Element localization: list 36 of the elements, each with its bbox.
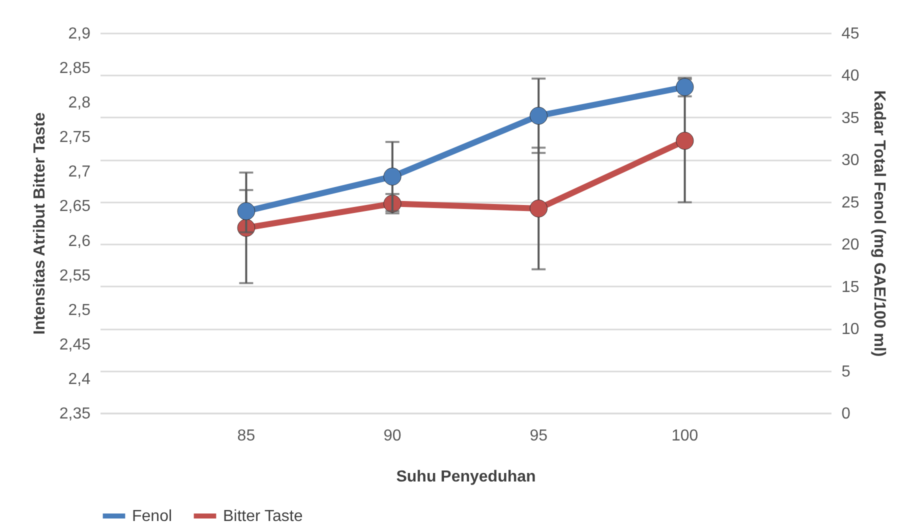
y2-tick-label: 45 [842, 26, 860, 42]
y2-tick-label: 25 [842, 194, 860, 212]
x-tick-label: 90 [384, 428, 402, 444]
y2-tick-label: 20 [842, 236, 860, 254]
y2-tick-label: 35 [842, 110, 860, 127]
point [383, 168, 402, 186]
y-tick-label: 2,35 [59, 406, 91, 422]
point [237, 202, 256, 220]
y-tick-label: 2,7 [68, 164, 91, 181]
y-tick-label: 2,8 [68, 94, 91, 112]
y-tick-label: 2,4 [68, 370, 91, 388]
y-tick-label: 2,75 [59, 129, 91, 146]
point [676, 132, 694, 150]
x-tick-label: 100 [671, 428, 698, 444]
legend-label: Bitter Taste [223, 508, 303, 525]
y-axis-title: Intensitas Atribut Bitter Taste [31, 112, 48, 335]
y-tick-label: 2,55 [59, 267, 91, 284]
y2-tick-label: 40 [842, 68, 860, 85]
y2-axis-title: Kadar Total Fenol (mg GAE/100 ml) [870, 90, 888, 357]
y-tick-label: 2,45 [59, 336, 91, 354]
y-tick-label: 2,85 [59, 60, 91, 78]
y2-tick-label: 30 [842, 152, 860, 170]
y-tick-label: 2,6 [68, 232, 91, 250]
y-tick-label: 2,5 [68, 302, 91, 319]
point [530, 200, 548, 218]
y2-tick-label: 15 [842, 278, 860, 296]
point [530, 106, 548, 125]
y2-tick-label: 0 [842, 406, 850, 422]
y2-tick-label: 5 [842, 363, 850, 380]
y-tick-label: 2,65 [59, 198, 91, 216]
legend-label: Fenol [132, 508, 172, 525]
y-tick-label: 2,9 [68, 26, 91, 42]
y2-tick-label: 10 [842, 321, 860, 338]
x-tick-label: 85 [237, 428, 256, 444]
x-axis-title: Suhu Penyeduhan [396, 468, 536, 486]
x-tick-label: 95 [530, 428, 548, 444]
